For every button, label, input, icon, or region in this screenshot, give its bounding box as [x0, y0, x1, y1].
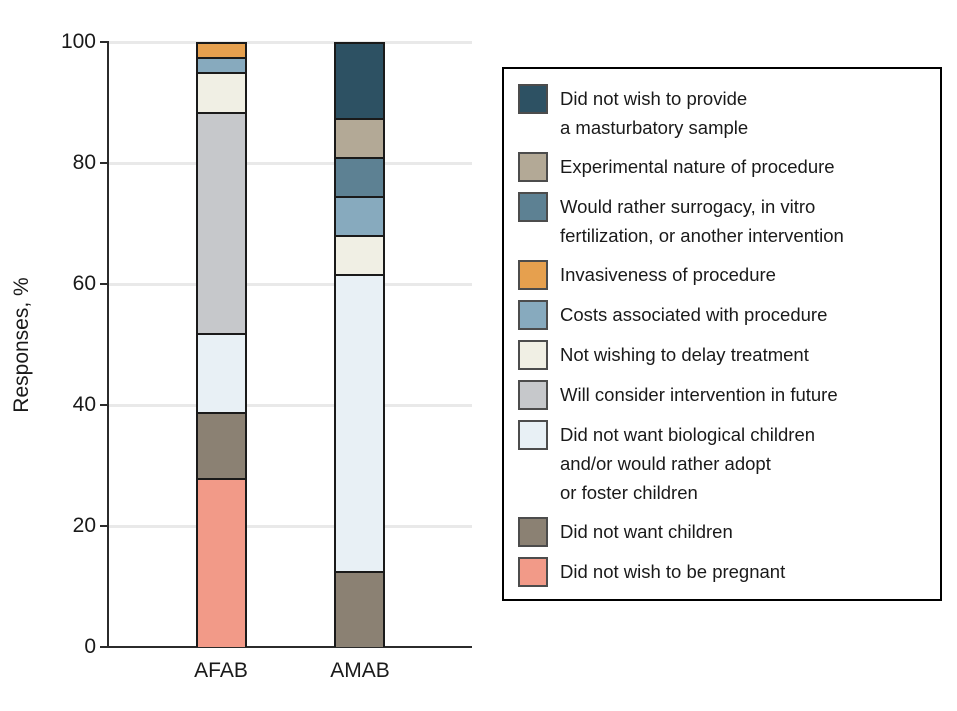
legend-label: Invasiveness of procedure: [560, 264, 776, 285]
legend-item: Would rather surrogacy, in vitro fertili…: [518, 192, 926, 250]
bar-segment: [336, 274, 383, 572]
bar-segment: [198, 44, 245, 57]
gridline-20: [109, 524, 472, 528]
ytick-label-100: 100: [60, 30, 96, 53]
gridline-40: [109, 403, 472, 407]
gridline-80: [109, 161, 472, 165]
legend-label: Did not want children: [560, 521, 733, 542]
plot-area: [109, 40, 472, 647]
bar-segment: [198, 477, 245, 647]
x-label-amab: AMAB: [330, 659, 390, 682]
ytick-label-0: 0: [84, 635, 96, 658]
legend-item: Costs associated with procedure: [518, 300, 926, 330]
legend-swatch-icon: [518, 420, 548, 450]
x-label-afab: AFAB: [194, 659, 248, 682]
bar-segment: [198, 112, 245, 333]
ytick-60: [100, 283, 108, 285]
legend-label: Did not wish to be pregnant: [560, 561, 786, 582]
legend-item: Invasiveness of procedure: [518, 260, 926, 290]
legend-swatch-icon: [518, 517, 548, 547]
legend-swatch-icon: [518, 192, 548, 222]
legend-item: Did not wish to be pregnant: [518, 557, 926, 587]
legend-label: Would rather surrogacy, in vitro fertili…: [560, 196, 844, 246]
gridline-60: [109, 282, 472, 286]
legend-label: Costs associated with procedure: [560, 304, 828, 325]
bar-segment: [336, 117, 383, 157]
legend-label: Not wishing to delay treatment: [560, 344, 809, 365]
legend-swatch-icon: [518, 260, 548, 290]
ytick-0: [100, 646, 108, 648]
ytick-label-40: 40: [72, 393, 96, 416]
legend-swatch-icon: [518, 152, 548, 182]
legend-item: Will consider intervention in future: [518, 380, 926, 410]
bar-segment: [336, 571, 383, 647]
legend-box: Did not wish to provide a masturbatory s…: [502, 67, 942, 601]
legend-label: Will consider intervention in future: [560, 384, 838, 405]
ytick-40: [100, 404, 108, 406]
legend-item: Did not want children: [518, 517, 926, 547]
legend-item: Did not want biological children and/or …: [518, 420, 926, 507]
legend-swatch-icon: [518, 340, 548, 370]
legend-swatch-icon: [518, 380, 548, 410]
legend-item: Experimental nature of procedure: [518, 152, 926, 182]
ytick-label-60: 60: [72, 272, 96, 295]
y-axis-line: [107, 41, 109, 648]
x-axis-line: [107, 646, 472, 648]
ytick-20: [100, 525, 108, 527]
bar-segment: [198, 71, 245, 113]
legend-label: Experimental nature of procedure: [560, 156, 835, 177]
legend-item: Did not wish to provide a masturbatory s…: [518, 84, 926, 142]
ytick-80: [100, 162, 108, 164]
legend-label: Did not wish to provide a masturbatory s…: [560, 88, 749, 138]
bar-segment: [198, 411, 245, 478]
bar-segment: [336, 156, 383, 197]
legend-list: Did not wish to provide a masturbatory s…: [518, 84, 926, 587]
gridline-100: [109, 40, 472, 44]
bar-segment: [198, 56, 245, 72]
ytick-label-80: 80: [72, 151, 96, 174]
bar-amab: [334, 42, 385, 647]
legend-swatch-icon: [518, 300, 548, 330]
ytick-100: [100, 41, 108, 43]
legend-swatch-icon: [518, 557, 548, 587]
legend-item: Not wishing to delay treatment: [518, 340, 926, 370]
legend-swatch-icon: [518, 84, 548, 114]
legend-label: Did not want biological children and/or …: [560, 424, 816, 503]
ytick-label-20: 20: [72, 514, 96, 537]
bar-segment: [336, 44, 383, 118]
bar-segment: [336, 196, 383, 236]
bar-afab: [196, 42, 247, 647]
bar-segment: [336, 235, 383, 275]
bar-segment: [198, 332, 245, 412]
